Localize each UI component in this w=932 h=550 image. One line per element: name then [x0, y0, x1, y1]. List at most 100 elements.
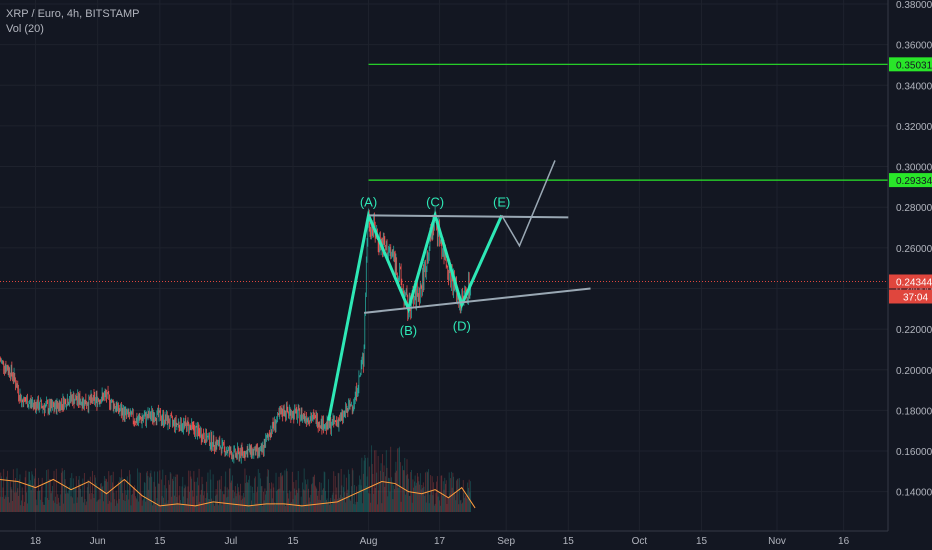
volume-bar: [465, 495, 466, 512]
support-trendline[interactable]: [363, 287, 591, 314]
volume-bar: [303, 489, 304, 512]
volume-bar: [93, 498, 95, 512]
volume-bar: [352, 470, 354, 512]
volume-bar: [419, 484, 420, 512]
volume-bar: [382, 471, 384, 512]
volume-bar: [52, 485, 53, 512]
volume-bar: [400, 501, 402, 512]
volume-bar: [209, 499, 210, 512]
volume-bar: [246, 475, 247, 512]
volume-bar: [361, 457, 363, 512]
volume-bar: [237, 483, 238, 512]
volume-bar: [5, 497, 7, 512]
volume-bar: [344, 492, 346, 512]
volume-bar: [124, 500, 126, 512]
volume-bar: [447, 496, 449, 512]
triangle-pattern-drawing[interactable]: (A) (B) (C) (D) (E): [327, 160, 591, 421]
volume-bar: [340, 494, 341, 512]
volume-bar: [163, 485, 165, 512]
horizontal-levels[interactable]: [0, 63, 888, 282]
volume-bar: [83, 502, 85, 512]
volume-bar: [13, 481, 15, 512]
volume-bar: [37, 491, 39, 512]
abcde-wave-line[interactable]: [327, 209, 504, 421]
volume-bar: [407, 474, 409, 512]
volume-bar: [47, 469, 49, 512]
volume-bar: [50, 493, 52, 512]
volume-bar: [184, 484, 186, 512]
volume-bar: [309, 501, 311, 512]
volume-bar: [388, 477, 389, 512]
volume-bar: [272, 483, 274, 512]
volume-bar: [126, 494, 127, 512]
volume-bar: [17, 488, 19, 512]
volume-bar: [460, 499, 462, 512]
volume-bar: [260, 486, 262, 512]
volume-bar: [251, 486, 253, 512]
volume-bar: [15, 492, 17, 512]
resistance-trendline[interactable]: [368, 214, 569, 219]
volume-bar: [369, 493, 371, 512]
volume-bar: [373, 493, 375, 512]
volume-bar: [226, 487, 228, 512]
volume-bar: [217, 480, 218, 512]
volume-bar: [239, 495, 241, 512]
volume-bar: [3, 469, 5, 512]
volume-bar: [107, 503, 109, 512]
volume-bar: [308, 488, 309, 512]
volume-bar: [456, 480, 457, 512]
volume-bar: [362, 473, 364, 512]
volume-bar: [368, 493, 369, 512]
volume-bar: [149, 473, 151, 512]
volume-bar: [280, 472, 281, 512]
volume-bar: [314, 485, 316, 512]
volume-bar: [283, 490, 284, 512]
volume-bar: [31, 471, 33, 512]
volume-bar: [276, 491, 278, 512]
volume-bar: [10, 487, 12, 512]
volume-bar: [193, 471, 195, 512]
volume-bar: [277, 489, 279, 512]
volume-bar: [73, 503, 75, 512]
volume-bar: [357, 492, 359, 512]
volume-bar: [157, 471, 159, 512]
volume-bar: [463, 492, 465, 512]
volume-bar: [30, 490, 32, 512]
volume-bar: [16, 468, 18, 512]
volume-bar: [92, 470, 93, 512]
volume-bar: [137, 468, 139, 512]
volume-bar: [163, 497, 164, 512]
volume-bar: [32, 474, 33, 512]
volume-bar: [442, 481, 444, 512]
volume-bar: [377, 455, 379, 512]
volume-bar: [172, 480, 174, 512]
volume-bar: [76, 502, 78, 512]
volume-bar: [386, 467, 388, 512]
price-axis-tick-label: 0.30000: [896, 163, 932, 174]
volume-bar: [172, 478, 173, 512]
volume-bar: [142, 500, 144, 512]
volume-bar: [69, 486, 70, 512]
volume-bar: [29, 480, 31, 512]
volume-bar: [215, 488, 217, 512]
volume-bar: [328, 504, 330, 512]
volume-bar: [129, 474, 131, 512]
price-axis-tick-label: 0.38000: [896, 0, 932, 11]
projection-line[interactable]: [501, 160, 556, 248]
volume-bar: [248, 475, 250, 512]
volume-bar: [444, 477, 446, 512]
volume-bar: [51, 491, 53, 512]
volume-bar: [333, 471, 335, 512]
volume-bar: [89, 476, 91, 512]
volume-bar: [200, 489, 202, 512]
volume-bar: [64, 479, 66, 512]
volume-bar: [323, 471, 325, 512]
volume-bar: [203, 491, 205, 512]
volume-bar: [432, 495, 434, 512]
volume-bar: [123, 500, 124, 512]
volume-bar: [112, 482, 113, 512]
volume-bar: [264, 488, 266, 512]
volume-bar: [94, 475, 96, 512]
